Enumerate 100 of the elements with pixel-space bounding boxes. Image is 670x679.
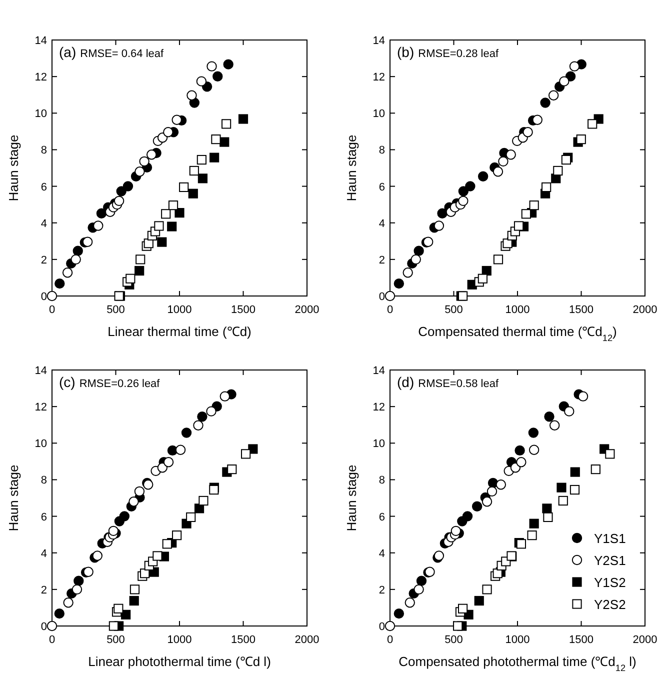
point <box>540 98 550 108</box>
point <box>210 152 220 162</box>
point <box>458 186 469 196</box>
point <box>54 278 65 289</box>
point <box>121 610 131 620</box>
x-tick-label: 1000 <box>167 304 192 316</box>
y-tick-label: 12 <box>372 72 385 84</box>
x-tick-label: 2000 <box>294 634 320 646</box>
point <box>462 511 473 522</box>
y-tick-label: 14 <box>372 365 385 377</box>
point <box>590 464 600 474</box>
point <box>154 221 164 231</box>
point <box>514 445 525 456</box>
y-tick-label: 0 <box>40 291 47 303</box>
y-tick-label: 8 <box>40 144 47 157</box>
point <box>146 150 157 160</box>
y-tick-label: 2 <box>40 584 47 596</box>
x-tick-label: 1500 <box>569 634 594 646</box>
point <box>108 526 119 536</box>
y-tick-label: 0 <box>40 621 47 633</box>
x-tick-label: 0 <box>48 304 56 316</box>
point <box>96 208 107 218</box>
x-axis-title: Linear photothermal time (℃d l) <box>88 654 271 669</box>
point <box>241 449 251 459</box>
point <box>152 551 162 561</box>
point <box>528 428 539 438</box>
x-tick-label: 1500 <box>231 634 256 646</box>
x-tick-label: 0 <box>48 634 56 646</box>
point <box>126 274 136 284</box>
point <box>227 464 237 474</box>
point <box>134 166 145 177</box>
point <box>478 274 488 284</box>
x-tick-label: 1000 <box>505 304 530 316</box>
point <box>136 254 146 264</box>
x-tick-label: 1000 <box>167 634 192 646</box>
point <box>542 182 552 192</box>
y-tick-label: 2 <box>378 584 385 596</box>
legend-label: Y1S2 <box>594 575 626 590</box>
point <box>458 196 468 206</box>
point <box>542 504 552 514</box>
point <box>223 59 234 70</box>
point <box>186 512 196 522</box>
y-tick-label: 2 <box>378 254 385 266</box>
point <box>197 412 208 422</box>
point <box>527 530 537 540</box>
y-axis-title: Haun stage <box>344 464 359 532</box>
point <box>221 119 232 129</box>
x-tick-label: 2000 <box>632 634 658 646</box>
y-tick-label: 10 <box>34 108 47 120</box>
point <box>198 496 208 506</box>
point <box>189 166 199 176</box>
point <box>482 496 492 507</box>
point <box>46 290 58 302</box>
annotation: RMSE=0.58 leaf <box>418 378 500 390</box>
point <box>116 186 126 196</box>
point <box>188 188 198 198</box>
y-tick-label: 10 <box>372 438 385 450</box>
point <box>163 127 174 138</box>
point <box>434 220 444 231</box>
legend-label: Y2S2 <box>594 597 626 612</box>
point <box>458 604 468 614</box>
point <box>492 166 504 177</box>
y-axis-title: Haun stage <box>6 464 21 532</box>
point <box>472 501 482 512</box>
point <box>465 181 476 192</box>
point <box>54 608 64 619</box>
point <box>394 278 404 289</box>
point <box>384 620 396 632</box>
point <box>114 196 124 206</box>
point <box>556 482 566 492</box>
x-axis-title: Compensated thermal time (℃d$_{12}$) <box>418 324 617 343</box>
point <box>478 171 488 182</box>
y-tick-label: 4 <box>40 548 47 560</box>
point <box>82 236 93 247</box>
x-tick-label: 1500 <box>231 304 256 316</box>
y-tick-label: 14 <box>34 365 47 377</box>
point <box>453 621 463 631</box>
y-tick-label: 0 <box>378 621 385 633</box>
chart-title: (a) <box>59 44 76 60</box>
point <box>134 486 145 497</box>
point <box>529 518 539 528</box>
point <box>92 550 102 561</box>
point <box>212 71 223 82</box>
y-tick-label: 6 <box>40 181 47 194</box>
point <box>46 620 58 632</box>
legend-label: Y2S1 <box>594 553 626 568</box>
point <box>576 134 586 144</box>
x-axis-title: Linear thermal time (℃d) <box>108 324 252 339</box>
point <box>414 246 424 256</box>
point <box>179 182 189 192</box>
point <box>482 266 492 276</box>
y-tick-label: 10 <box>372 108 385 120</box>
annotation: RMSE=0.28 leaf <box>418 48 500 60</box>
x-tick-label: 500 <box>444 634 463 646</box>
point <box>544 412 554 422</box>
point <box>558 496 568 506</box>
point <box>514 221 524 231</box>
y-tick-label: 12 <box>34 402 47 414</box>
annotation: RMSE= 0.64 leaf <box>80 48 165 60</box>
point <box>384 290 396 302</box>
